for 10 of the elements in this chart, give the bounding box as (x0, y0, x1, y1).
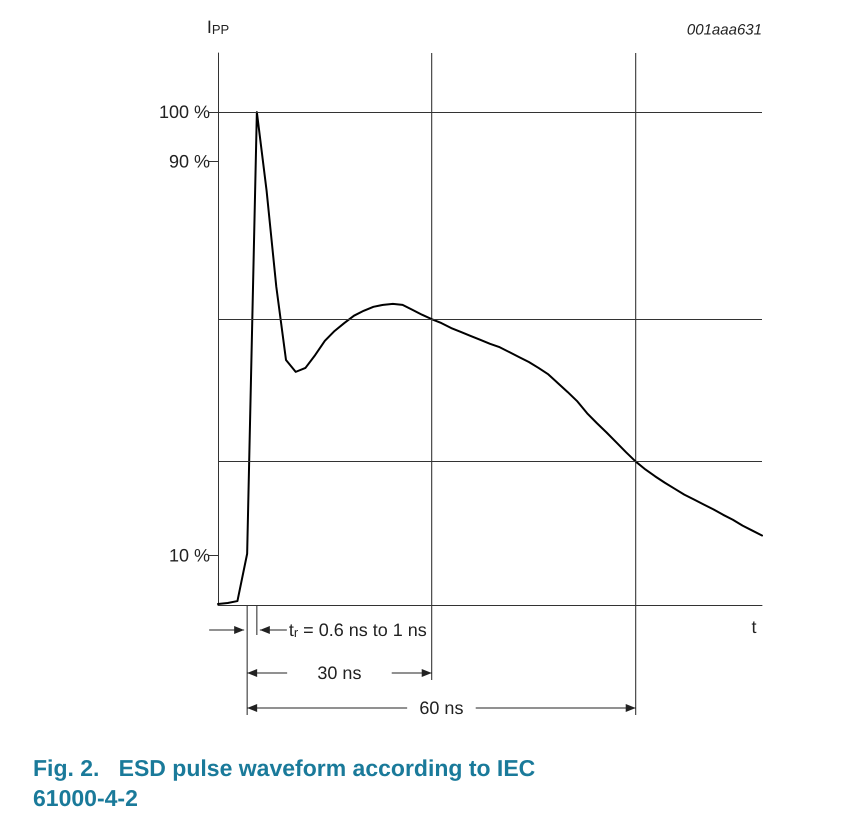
y-tick-label: 100 % (158, 102, 210, 122)
x-axis-title: t (751, 617, 757, 637)
y-tick-label: 90 % (168, 151, 210, 172)
y-tick-label: 10 % (168, 546, 210, 566)
text: 001aaa631 (686, 22, 762, 38)
text: Fig. 2. ESD pulse waveform according to IEC 61000-4-2 (33, 755, 542, 811)
text: 30 ns (317, 663, 362, 683)
y-axis-title: IPP (206, 17, 230, 37)
text: 60 ns (419, 698, 464, 718)
text: tr = 0.6 ns to 1 ns (288, 620, 427, 640)
